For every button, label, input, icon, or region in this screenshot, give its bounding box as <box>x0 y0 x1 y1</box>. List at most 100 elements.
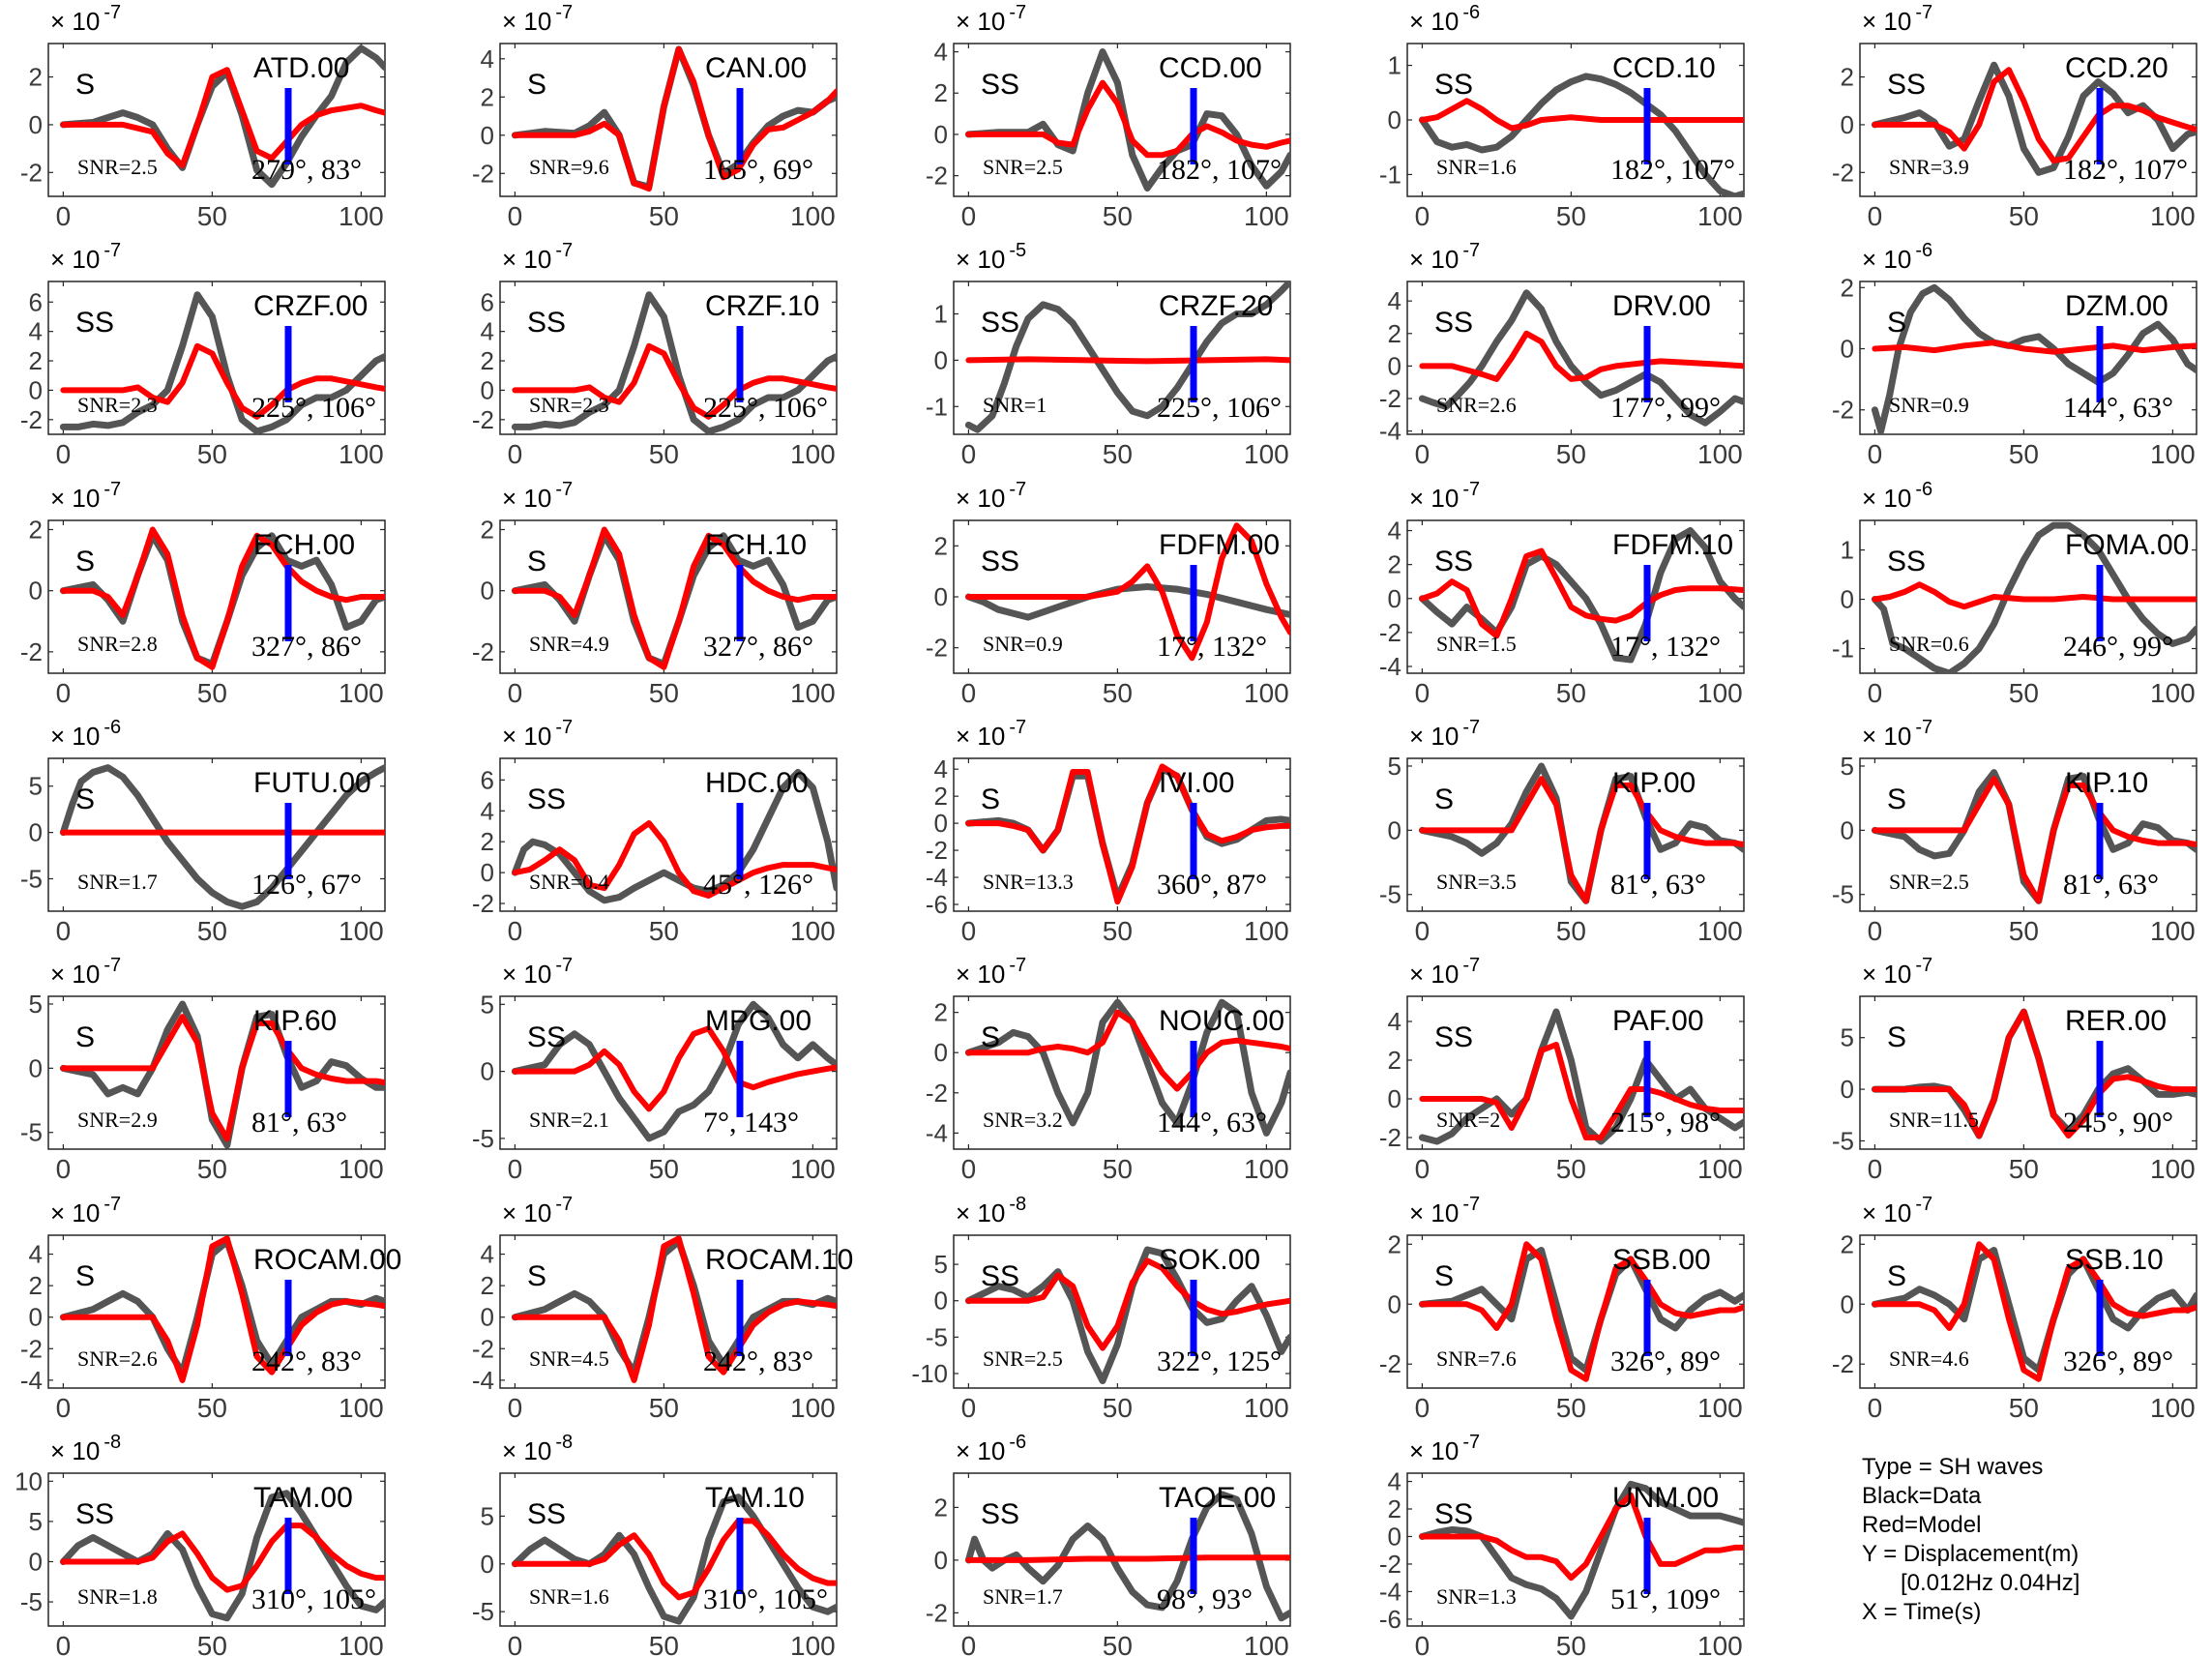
plot-area <box>59 1235 385 1383</box>
y-tick-label: 0 <box>481 121 494 150</box>
y-exponent-label: × 10 -7 <box>1409 717 1480 751</box>
x-tick-label: 50 <box>1103 1154 1133 1184</box>
angle-label: 17°, 132° <box>1157 631 1267 663</box>
y-tick-label: -2 <box>1379 618 1401 647</box>
x-tick-label: 100 <box>1697 916 1743 946</box>
model-trace <box>965 522 1290 662</box>
x-tick-label: 0 <box>56 201 72 231</box>
x-tick-label: 0 <box>1868 439 1883 469</box>
phase-label: SS <box>981 307 1019 339</box>
plot-area <box>511 1493 837 1625</box>
snr-label: SNR=2.9 <box>77 1108 158 1132</box>
y-tick-label: 6 <box>29 287 43 316</box>
station-label: IVI.00 <box>1159 767 1234 799</box>
plot-area <box>1871 1008 2197 1139</box>
y-tick-label: -2 <box>20 637 43 666</box>
y-tick-label: 2 <box>481 1271 494 1300</box>
y-tick-label: 0 <box>29 577 43 606</box>
x-tick-label: 50 <box>649 439 679 469</box>
y-tick-label: 2 <box>1388 1494 1401 1523</box>
y-tick-label: -5 <box>1379 880 1401 909</box>
x-tick-label: 50 <box>197 678 227 708</box>
phase-label: S <box>75 1021 95 1053</box>
x-tick-label: 100 <box>339 1154 384 1184</box>
y-tick-label: 0 <box>29 110 43 139</box>
plot-area <box>964 998 1290 1137</box>
plot-area <box>1418 1008 1744 1145</box>
phase-label: S <box>1887 784 1906 815</box>
y-tick-label: 2 <box>481 82 494 111</box>
model-trace <box>965 1257 1290 1351</box>
y-exponent-label: × 10 -7 <box>50 479 121 513</box>
y-tick-label: 5 <box>29 990 43 1019</box>
y-tick-label: -2 <box>472 889 494 918</box>
y-tick-label: -2 <box>472 405 494 434</box>
phase-label: S <box>1887 1021 1906 1053</box>
y-tick-label: 0 <box>481 375 494 404</box>
y-exponent-label: × 10 -7 <box>502 2 573 36</box>
y-tick-label: -2 <box>1379 1349 1401 1378</box>
station-label: ATD.00 <box>253 52 349 84</box>
x-tick-label: 100 <box>2150 439 2196 469</box>
y-tick-label: 0 <box>1388 815 1401 844</box>
axes-box <box>1859 995 2197 1150</box>
angle-label: 225°, 106° <box>703 392 828 424</box>
y-tick-label: 5 <box>29 1507 43 1536</box>
y-tick-label: 5 <box>934 1250 948 1279</box>
x-tick-label: 0 <box>961 916 977 946</box>
y-exponent-label: × 10 -5 <box>956 240 1026 274</box>
plot-area <box>511 768 837 904</box>
plot-area <box>511 1235 837 1383</box>
angle-label: 310°, 105° <box>703 1583 828 1615</box>
phase-label: S <box>75 784 95 815</box>
x-tick-label: 50 <box>1556 1393 1586 1423</box>
plot-area <box>511 291 837 434</box>
model-trace <box>512 342 837 420</box>
data-trace <box>59 291 385 434</box>
x-tick-label: 50 <box>2009 916 2039 946</box>
snr-label: SNR=1.5 <box>1436 632 1517 656</box>
model-trace <box>965 1554 1290 1563</box>
phase-label: SS <box>527 1021 566 1053</box>
x-tick-label: 100 <box>2150 1154 2196 1184</box>
angle-label: 246°, 99° <box>2063 631 2173 663</box>
subplot-dzm-00: 0 50 100 -2 0 2 × 10 -6 S DZM.00 SNR=0.9 144°, 63° <box>1832 240 2197 469</box>
x-tick-label: 0 <box>508 1154 523 1184</box>
x-tick-label: 0 <box>961 1393 977 1423</box>
y-tick-label: 0 <box>29 1547 43 1576</box>
x-tick-label: 50 <box>649 1393 679 1423</box>
x-tick-label: 0 <box>56 916 72 946</box>
subplot-ssb-10: 0 50 100 -2 0 2 × 10 -7 S SSB.10 SNR=4.6 326°, 89° <box>1832 1194 2197 1423</box>
model-trace <box>965 356 1290 365</box>
angle-label: 51°, 109° <box>1610 1583 1721 1615</box>
model-trace <box>1419 1241 1744 1382</box>
station-label: CAN.00 <box>705 52 807 84</box>
axes-box <box>47 43 386 197</box>
snr-label: SNR=3.2 <box>983 1108 1063 1132</box>
angle-label: 327°, 86° <box>251 631 362 663</box>
y-tick-label: 0 <box>934 809 948 838</box>
x-tick-label: 0 <box>56 1154 72 1184</box>
phase-label: SS <box>1434 546 1473 577</box>
y-tick-label: 0 <box>934 1038 948 1067</box>
y-tick-label: -2 <box>1832 158 1854 187</box>
y-exponent-label: × 10 -7 <box>1409 240 1480 274</box>
x-tick-label: 100 <box>790 1393 836 1423</box>
axes-box <box>1406 757 1745 912</box>
axes-box <box>499 757 838 912</box>
x-tick-label: 100 <box>1244 1631 1289 1656</box>
x-tick-label: 0 <box>1868 678 1883 708</box>
y-exponent-label: × 10 -7 <box>1409 955 1480 989</box>
y-tick-label: -2 <box>926 1079 948 1108</box>
station-label: DZM.00 <box>2065 290 2168 322</box>
y-exponent-label: × 10 -7 <box>50 2 121 36</box>
x-tick-label: 100 <box>1244 678 1289 708</box>
x-tick-label: 0 <box>508 1393 523 1423</box>
angle-label: 81°, 63° <box>2063 869 2159 901</box>
y-tick-label: -2 <box>1379 1123 1401 1152</box>
data-trace <box>59 764 385 910</box>
snr-label: SNR=9.6 <box>529 155 609 179</box>
y-tick-label: 0 <box>1841 1075 1854 1104</box>
